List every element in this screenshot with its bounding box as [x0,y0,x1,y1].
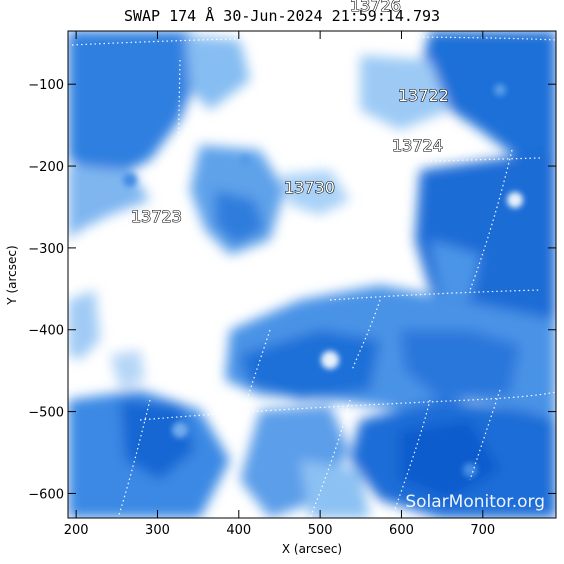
y-tick-label: −400 [28,324,64,339]
y-axis-label: Y (arcsec) [5,245,19,305]
active-region-labels: 13726 13722 13724 13730 13723 [130,85,449,226]
x-tick-label: 300 [145,523,170,538]
x-tick-label: 400 [226,523,251,538]
y-tick-label: −200 [28,160,64,175]
active-region-label: 13722 [398,86,449,105]
x-axis-label: X (arcsec) [282,542,342,556]
euv-image: 13726 13722 13724 13730 13723 SolarMonit… [68,31,556,518]
x-tick-label: 700 [470,523,495,538]
active-region-label-top: 13726 [350,0,401,15]
active-region-label: 13723 [131,207,182,226]
active-region-label: 13730 [284,178,335,197]
y-tick-label: −100 [28,78,64,93]
plot-frame [67,30,557,519]
x-tick-label: 600 [389,523,414,538]
active-region-label: 13724 [392,136,443,155]
watermark: SolarMonitor.org [405,492,545,512]
x-tick-label: 200 [64,523,89,538]
plot-title: SWAP 174 Å 30-Jun-2024 21:59:14.793 [124,6,440,25]
y-tick-label: −600 [28,487,64,502]
y-tick-label: −300 [28,242,64,257]
tick-labels: 200 300 400 500 600 700 −100 −200 −300 −400 −500 −6… [28,78,495,538]
heliographic-grid [71,36,556,518]
axis-ticks [68,31,556,518]
x-tick-label: 500 [308,523,333,538]
y-tick-label: −500 [28,406,64,421]
